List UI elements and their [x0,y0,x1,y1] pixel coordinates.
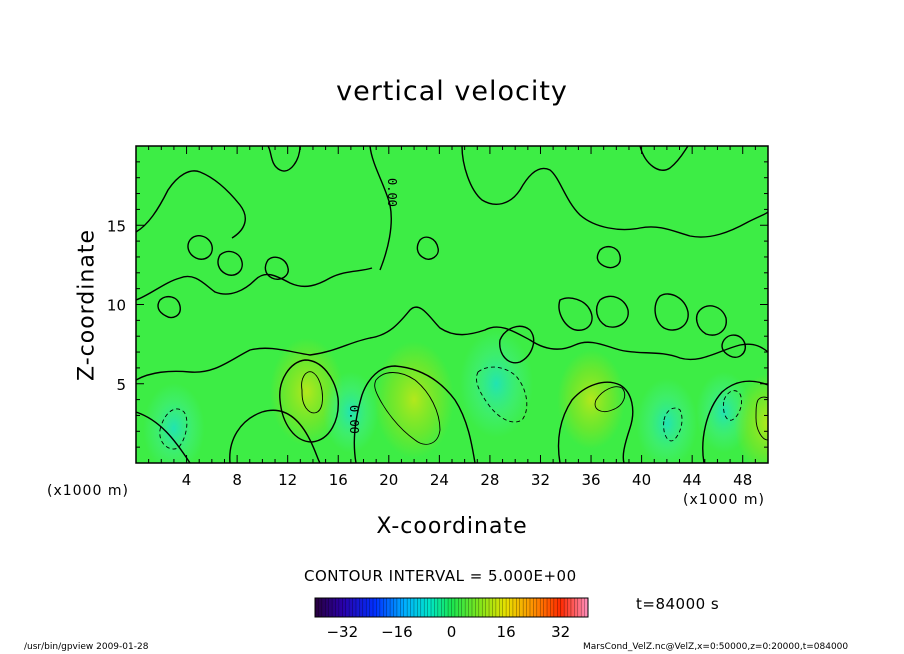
zero-contour-21 [217,250,243,276]
y-tick-label: 15 [107,217,126,235]
zero-contour-12 [369,146,392,271]
positive-contour-1 [301,371,323,414]
colorbar-tick-label: −16 [381,623,413,641]
zero-contour-8 [461,146,768,238]
zero-contour-17 [654,293,689,331]
x-tick-label: 24 [430,471,449,489]
z-unit-label: (x1000 m) [47,483,129,499]
x-tick-label: 32 [531,471,550,489]
colorbar-tick-label: 32 [551,623,570,641]
zero-contour-5 [229,409,321,463]
x-tick-label: 8 [232,471,242,489]
x-tick-label: 36 [581,471,600,489]
time-label: t=84000 s [636,595,720,613]
field-feature-1 [143,383,205,463]
field-feature-6 [557,350,625,450]
contour-interval-text: CONTOUR INTERVAL = 5.000E+00 [304,567,577,585]
x-tick-label: 28 [480,471,499,489]
positive-contour-2 [374,372,441,445]
x-tick-label: 44 [683,471,702,489]
zero-contour-3 [136,170,246,239]
zero-contour-16 [595,295,629,328]
zero-contour-9 [557,381,634,463]
x-unit-label: (x1000 m) [683,492,765,508]
zero-contour-4 [136,411,191,463]
colorbar-tick-label: −32 [326,623,358,641]
zero-contour-18 [695,305,727,336]
zero-contour-6 [279,359,339,443]
contour-value-label: 0.00 [385,178,399,207]
negative-contour-2 [476,366,528,423]
colorbar-tick-label: 16 [497,623,516,641]
field-feature-4 [374,341,454,458]
x-tick-label: 48 [733,471,752,489]
zero-contour-10 [702,380,768,463]
x-tick-label: 40 [632,471,651,489]
zero-contour-1 [136,306,768,381]
contour-value-label: 0.00 [347,405,361,434]
negative-contour-3 [663,407,683,442]
zero-contour-25 [596,245,621,269]
y-tick-label: 5 [116,376,126,394]
positive-contour-4 [755,396,768,441]
footer-left: /usr/bin/gpview 2009-01-28 [24,642,149,652]
zero-contour-15 [558,297,593,331]
field-feature-7 [636,378,698,463]
x-axis-label: X-coordinate [0,514,904,539]
zero-contour-22 [157,295,181,319]
zero-contour-14 [639,146,689,171]
field-feature-5 [459,329,533,438]
field-feature-9 [734,373,768,463]
zero-contour-20 [187,235,213,260]
zero-contour-7 [353,365,476,463]
colorbar: −32 −16 0 16 32 [314,597,589,641]
zero-contour-24 [416,236,439,260]
chart-title: vertical velocity [336,76,568,107]
x-tick-label: 4 [182,471,192,489]
colorbar-tick-label: 0 [447,623,457,641]
zero-contour-13 [499,325,535,364]
zero-contour-19 [721,334,746,358]
negative-contour-1 [159,408,188,450]
x-axis-label-text: X-coordinate [376,514,528,539]
zero-contour-2 [136,267,373,301]
y-tick-label: 10 [107,297,126,315]
x-tick-label: 20 [379,471,398,489]
zero-contour-11 [267,146,301,172]
negative-contour-4 [723,390,743,421]
zero-contour-23 [264,256,289,280]
positive-contour-3 [594,386,626,412]
plot-area: 0.00 0.00 [136,146,768,463]
x-tick-label: 16 [329,471,348,489]
x-tick-label: 12 [278,471,297,489]
footer-right: MarsCond_VelZ.nc@VelZ,x=0:50000,z=0:2000… [583,642,849,652]
